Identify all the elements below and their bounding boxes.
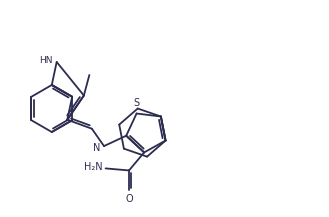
Text: O: O <box>125 194 133 204</box>
Text: H₂N: H₂N <box>84 162 103 172</box>
Text: HN: HN <box>39 56 53 65</box>
Text: S: S <box>134 98 139 108</box>
Text: N: N <box>93 143 100 153</box>
